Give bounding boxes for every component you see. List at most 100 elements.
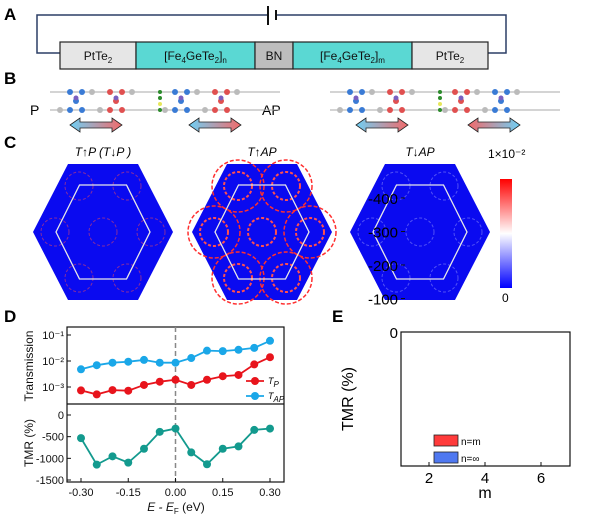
data-point	[171, 424, 180, 433]
data-point	[124, 386, 133, 395]
fermi-contour	[283, 205, 337, 259]
atom	[387, 107, 393, 113]
x-tick-label: 4	[481, 470, 489, 487]
fermi-contour	[211, 251, 265, 305]
atom	[224, 89, 230, 95]
data-point	[92, 460, 101, 469]
legend-marker	[251, 377, 259, 385]
data-point	[250, 360, 259, 369]
atom	[218, 95, 224, 101]
bz-map	[192, 164, 332, 300]
atom	[438, 96, 442, 100]
arrow-shape	[69, 117, 123, 133]
data-point	[77, 434, 85, 443]
panel-label-d: D	[4, 307, 16, 326]
text-part: T	[268, 376, 275, 386]
text-part: 2	[108, 56, 113, 65]
fermi-contour	[64, 263, 94, 293]
atom	[458, 95, 464, 101]
data-point	[187, 380, 196, 389]
x-tick-label: -0.30	[68, 487, 93, 499]
data-point	[266, 424, 274, 433]
atom	[158, 108, 162, 112]
atom	[359, 107, 365, 113]
atom	[184, 89, 190, 95]
text-part: AP	[273, 395, 285, 404]
text-part: T	[268, 391, 275, 401]
panel-label-b: B	[4, 69, 16, 88]
device-segment	[411, 41, 489, 70]
y-axis-label-tmr: TMR (%)	[22, 419, 36, 467]
text-part: BN	[266, 49, 283, 63]
text-part: GeTe	[186, 49, 215, 63]
atom	[474, 89, 480, 95]
atom	[73, 95, 79, 101]
legend-swatch	[433, 451, 459, 464]
fermi-contour	[88, 217, 118, 247]
data-point	[218, 347, 227, 356]
y-tick-label: -400	[368, 191, 398, 208]
fermi-contour	[259, 251, 313, 305]
atom	[387, 89, 393, 95]
atom	[452, 107, 458, 113]
data-point	[187, 354, 196, 363]
atom	[359, 89, 365, 95]
device-segment-label: [Fe4GeTe2]n	[164, 49, 227, 65]
atom	[67, 89, 73, 95]
y-tick-label: -300	[368, 225, 398, 242]
atom	[178, 95, 184, 101]
atom	[172, 89, 178, 95]
data-point	[234, 345, 243, 354]
atom	[504, 107, 510, 113]
atom	[438, 102, 442, 106]
device-segment	[59, 41, 137, 70]
atom	[482, 107, 488, 113]
y-axis-label-transmission: Transmission	[22, 331, 36, 402]
text-part: E	[147, 500, 156, 514]
fermi-contour	[211, 159, 265, 213]
y-tick-label: 10⁻¹	[42, 330, 64, 342]
text-part: [Fe	[320, 49, 338, 63]
x-tick-label: 0.00	[165, 487, 186, 499]
atom	[158, 102, 162, 106]
data-point	[124, 357, 133, 366]
fermi-contour	[357, 217, 387, 247]
y-tick-label: -1000	[36, 453, 64, 465]
fermi-contour	[199, 217, 229, 247]
fermi-contour	[271, 263, 301, 293]
map-title: T↑AP	[247, 145, 276, 159]
data-point	[203, 375, 211, 384]
atom	[498, 95, 504, 101]
map-title: T↑P (T↓P )	[75, 145, 131, 159]
x-axis-label: E - EF (eV)	[147, 500, 205, 514]
atom	[504, 89, 510, 95]
text-part: GeTe	[342, 49, 371, 63]
atom	[79, 107, 85, 113]
atom	[234, 89, 240, 95]
data-point	[266, 353, 274, 362]
atom	[442, 107, 448, 113]
device-segment-label: [Fe4GeTe2]m	[320, 49, 385, 65]
colorbar-max-label: 1×10⁻²	[488, 147, 525, 161]
atom	[57, 107, 63, 113]
data-point	[203, 346, 211, 355]
data-point	[171, 375, 180, 384]
spin-arrow-icon	[69, 117, 123, 133]
atom	[89, 89, 95, 95]
data-point	[108, 386, 117, 395]
data-point	[77, 365, 85, 374]
data-point	[140, 380, 148, 389]
atom	[224, 107, 230, 113]
panel-label-c: C	[4, 133, 16, 152]
p-label: P	[30, 102, 39, 118]
fermi-contour	[247, 217, 277, 247]
legend-label: TAP	[268, 391, 285, 404]
atom	[107, 107, 113, 113]
atom	[492, 107, 498, 113]
atom	[353, 95, 359, 101]
panel-label-a: A	[4, 5, 16, 24]
y-tick-label: -200	[368, 258, 398, 275]
x-tick-label: 0.30	[259, 487, 280, 499]
bz-boundary	[214, 184, 310, 280]
